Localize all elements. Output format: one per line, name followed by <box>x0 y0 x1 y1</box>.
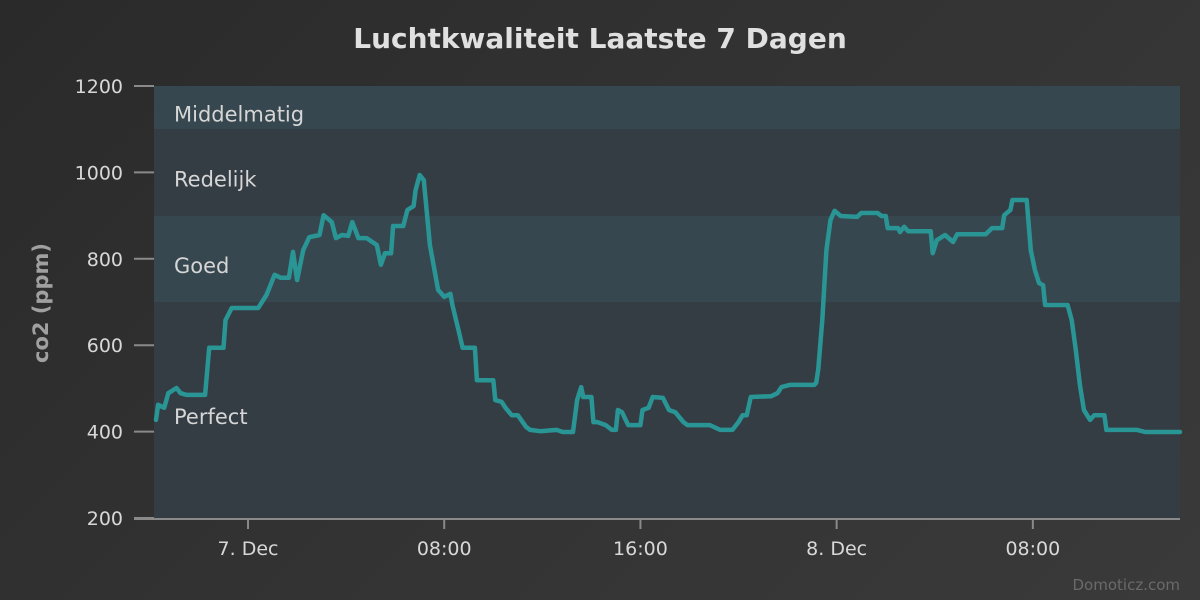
y-tick-label: 1000 <box>75 162 123 184</box>
plot-band-redelijk <box>154 129 1180 216</box>
plot-band-label: Goed <box>174 254 229 278</box>
y-tick-label: 800 <box>87 249 123 271</box>
plot-bands <box>154 86 1180 518</box>
x-tick-label: 08:00 <box>1005 538 1060 560</box>
y-tick-label: 600 <box>87 335 123 357</box>
x-tick-label: 8. Dec <box>806 538 867 560</box>
plot-band-label: Perfect <box>174 405 248 429</box>
plot-band-middelmatig <box>154 86 1180 130</box>
x-axis: 7. Dec 08:00 16:00 8. Dec 08:00 <box>134 518 1180 560</box>
plot-band-label: Middelmatig <box>174 103 304 127</box>
y-axis-title: co2 (ppm) <box>29 243 53 363</box>
x-tick-label: 08:00 <box>417 538 472 560</box>
plot-band-labels: Perfect Goed Redelijk Middelmatig <box>174 103 304 429</box>
chart-title: Luchtkwaliteit Laatste 7 Dagen <box>353 22 847 55</box>
y-axis: 200 400 600 800 1000 1200 <box>75 76 154 530</box>
y-tick-label: 400 <box>87 422 123 444</box>
x-tick-label: 16:00 <box>613 538 668 560</box>
series <box>153 172 1183 435</box>
x-tick-label: 7. Dec <box>218 538 279 560</box>
co2-series-line <box>153 172 1183 435</box>
plot-band-label: Redelijk <box>174 167 257 191</box>
credits-link[interactable]: Domoticz.com <box>1073 576 1181 594</box>
y-tick-label: 200 <box>87 508 123 530</box>
plot-band-goed <box>154 215 1180 302</box>
y-tick-label: 1200 <box>75 76 123 98</box>
